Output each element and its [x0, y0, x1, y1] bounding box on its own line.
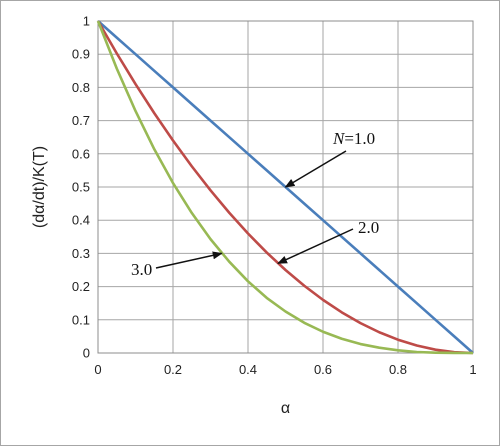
annotation-label-n1: N=1.0: [332, 129, 375, 148]
y-tick-label-2: 0.2: [72, 279, 90, 294]
annotation-arrow-n1: [284, 150, 347, 188]
y-tick-label-9: 0.9: [72, 47, 90, 62]
y-tick-label-3: 0.3: [72, 246, 90, 261]
x-tick-label-3: 0.6: [314, 362, 332, 377]
x-tick-label-0: 0: [94, 362, 101, 377]
y-axis-title: (dα/dt)/K(T): [31, 146, 48, 228]
annotation-n-symbol: N: [332, 129, 346, 148]
x-tick-label-2: 0.4: [239, 362, 257, 377]
plot-area-border: [97, 20, 474, 354]
x-tick-label-4: 0.8: [389, 362, 407, 377]
y-tick-label-0: 0: [83, 346, 90, 361]
annotation-label-n2: 2.0: [358, 218, 379, 237]
y-tick-label-7: 0.7: [72, 113, 90, 128]
y-tick-label-6: 0.6: [72, 146, 90, 161]
annotation-label-n3: 3.0: [131, 260, 152, 279]
y-tick-label-10: 1: [83, 14, 90, 29]
annotations: N=1.0 2.0 3.0: [131, 129, 379, 279]
series-line-3: [96, 20, 474, 355]
tick-labels: 0 0.1 0.2 0.3 0.4 0.5 0.6 0.7 0.8 0.9 1 0 0.2 0.4 0.6 0…: [72, 14, 477, 378]
annotation-n1-value: =1.0: [344, 129, 375, 148]
annotation-arrow-n3: [155, 251, 223, 269]
annotation-arrow-n2: [277, 228, 354, 265]
y-tick-label-5: 0.5: [72, 180, 90, 195]
x-axis-title: α: [281, 400, 290, 417]
x-tick-label-5: 1: [469, 362, 476, 377]
y-tick-label-4: 0.4: [72, 213, 90, 228]
series-line-2: [96, 20, 474, 355]
x-tick-label-1: 0.2: [164, 362, 182, 377]
y-tick-label-1: 0.1: [72, 312, 90, 327]
y-tick-label-8: 0.8: [72, 80, 90, 95]
